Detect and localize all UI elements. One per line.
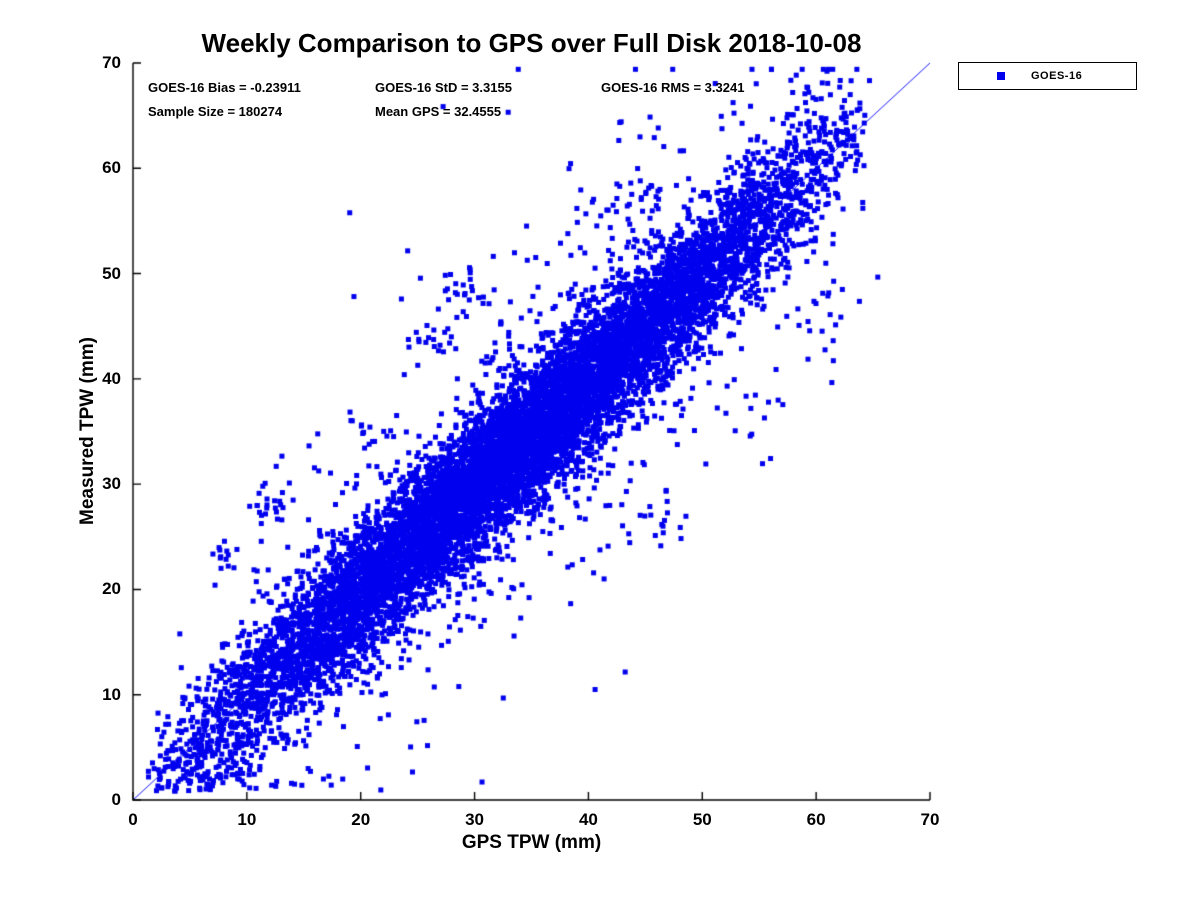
stat-mean-gps: Mean GPS = 32.4555 <box>375 104 502 119</box>
legend-marker-square-icon <box>997 72 1005 80</box>
y-tick-label: 60 <box>102 158 121 178</box>
x-axis-label: GPS TPW (mm) <box>461 832 602 853</box>
legend: GOES-16 <box>958 62 1137 90</box>
y-tick-label: 40 <box>102 368 121 388</box>
x-tick-label: 10 <box>237 810 257 829</box>
stat-bias: GOES-16 Bias = -0.23911 <box>148 80 301 95</box>
y-axis-label: Measured TPW (mm) <box>77 337 98 525</box>
x-tick-label: 20 <box>351 810 371 829</box>
legend-label: GOES-16 <box>1031 70 1083 82</box>
x-tick-label: 30 <box>465 810 485 829</box>
stat-std: GOES-16 StD = 3.3155 <box>375 80 512 95</box>
x-tick-label: 40 <box>578 810 598 829</box>
stat-rms: GOES-16 RMS = 3.3241 <box>601 80 745 95</box>
y-tick-label: 50 <box>102 263 121 283</box>
stat-sample-size: Sample Size = 180274 <box>148 104 283 119</box>
x-tick-label: 50 <box>692 810 712 829</box>
y-tick-label: 20 <box>102 579 121 599</box>
x-tick-label: 70 <box>920 810 940 829</box>
y-tick-label: 0 <box>111 790 121 809</box>
y-tick-label: 30 <box>102 474 121 494</box>
chart-title: Weekly Comparison to GPS over Full Disk … <box>201 28 862 58</box>
y-tick-label: 70 <box>102 53 121 72</box>
x-tick-label: 0 <box>128 810 138 829</box>
y-tick-label: 10 <box>102 684 121 704</box>
x-tick-label: 60 <box>806 810 826 829</box>
